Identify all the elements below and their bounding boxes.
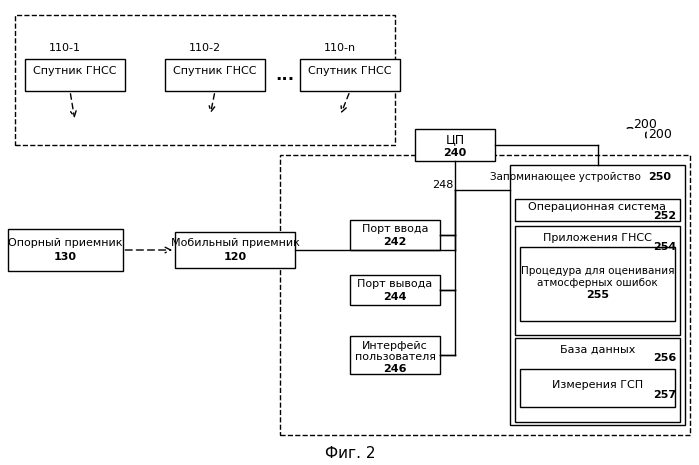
Text: База данных: База данных xyxy=(560,345,635,355)
Text: 200: 200 xyxy=(648,128,672,141)
Text: Операционная система: Операционная система xyxy=(528,202,667,212)
Text: 252: 252 xyxy=(654,211,677,221)
Text: 130: 130 xyxy=(54,252,76,262)
Text: 248: 248 xyxy=(432,180,454,190)
Text: Спутник ГНСС: Спутник ГНСС xyxy=(308,66,391,76)
Text: 250: 250 xyxy=(649,172,672,182)
Bar xyxy=(415,129,495,161)
Bar xyxy=(515,199,680,221)
Bar xyxy=(165,59,265,91)
Text: Приложения ГНСС: Приложения ГНСС xyxy=(543,233,652,243)
Bar xyxy=(510,165,685,425)
Text: 246: 246 xyxy=(383,364,407,374)
Text: Мобильный приемник: Мобильный приемник xyxy=(171,238,299,248)
Bar xyxy=(15,15,395,145)
Text: 200: 200 xyxy=(633,119,657,132)
Bar xyxy=(25,59,125,91)
Text: 256: 256 xyxy=(654,353,677,363)
Bar xyxy=(350,275,440,305)
Bar xyxy=(350,336,440,374)
Text: ...: ... xyxy=(275,66,294,84)
Bar xyxy=(175,232,295,268)
Text: 110-1: 110-1 xyxy=(49,43,81,53)
Bar xyxy=(350,220,440,250)
Text: Фиг. 2: Фиг. 2 xyxy=(325,445,375,460)
Text: Спутник ГНСС: Спутник ГНСС xyxy=(173,66,257,76)
Bar xyxy=(515,338,680,422)
Text: ЦП: ЦП xyxy=(445,133,465,146)
Text: 257: 257 xyxy=(654,390,677,400)
Text: 242: 242 xyxy=(383,237,407,247)
Text: Запоминающее устройство: Запоминающее устройство xyxy=(489,172,640,182)
Bar xyxy=(8,229,122,271)
Bar xyxy=(280,155,690,435)
Bar xyxy=(515,226,680,335)
Text: Порт ввода: Порт ввода xyxy=(362,224,428,234)
Text: 254: 254 xyxy=(654,242,677,252)
Text: Процедура для оценивания: Процедура для оценивания xyxy=(521,266,675,277)
Text: пользователя: пользователя xyxy=(354,352,435,362)
Bar xyxy=(520,246,675,320)
Bar xyxy=(520,369,675,407)
Text: Порт вывода: Порт вывода xyxy=(357,279,433,289)
Text: 255: 255 xyxy=(586,291,609,300)
Bar xyxy=(300,59,400,91)
Text: атмосферных ошибок: атмосферных ошибок xyxy=(537,279,658,288)
Text: Спутник ГНСС: Спутник ГНСС xyxy=(34,66,117,76)
Text: Интерфейс: Интерфейс xyxy=(362,341,428,351)
Text: 110-2: 110-2 xyxy=(189,43,221,53)
Text: Опорный приемник: Опорный приемник xyxy=(8,238,122,248)
Text: Измерения ГСП: Измерения ГСП xyxy=(552,380,643,390)
Text: 110-n: 110-n xyxy=(324,43,356,53)
Text: 244: 244 xyxy=(383,292,407,302)
Text: 240: 240 xyxy=(443,148,467,158)
Text: 120: 120 xyxy=(224,252,247,262)
